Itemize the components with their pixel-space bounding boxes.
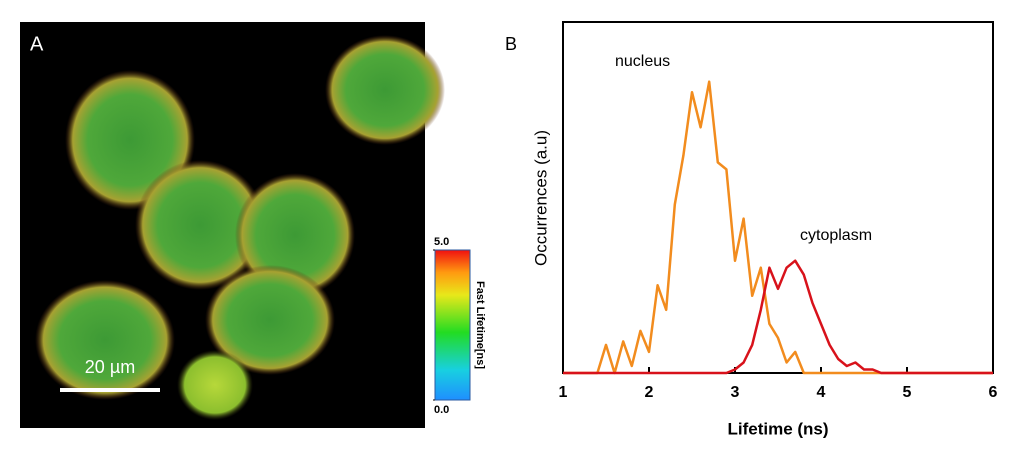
colorbar [434,249,471,401]
cell [205,265,335,375]
x-tick-label: 2 [645,384,654,401]
cell [35,280,175,400]
x-tick-label: 6 [989,384,998,401]
x-tick-label: 5 [903,384,912,401]
x-tick-label: 3 [731,384,740,401]
series-line [563,259,993,375]
series-line [563,80,993,375]
colorbar-tick-label: 0.0 [434,404,449,416]
y-axis-title: Occurrences (a.u) [531,130,550,266]
annotation: nucleus [615,53,670,70]
scale-bar-label: 20 µm [85,357,135,377]
x-tick-label: 4 [817,384,826,401]
panel-label: A [30,33,44,55]
colorbar-title: Fast Lifetime[ns] [474,281,486,369]
annotation: cytoplasm [800,227,872,244]
x-tick-label: 1 [559,384,568,401]
x-axis-title: Lifetime (ns) [727,419,828,438]
line-chart: B Lifetime (ns) Occurrences (a.u) nucleu… [505,21,998,438]
micrograph: A 20 µm Fast Lifetime[ns] [20,22,486,428]
plot-frame [562,21,994,374]
panel-label: B [505,34,517,54]
cell [177,350,253,420]
cell [325,35,445,145]
colorbar-tick-label: 5.0 [434,236,449,248]
cell [135,160,265,290]
